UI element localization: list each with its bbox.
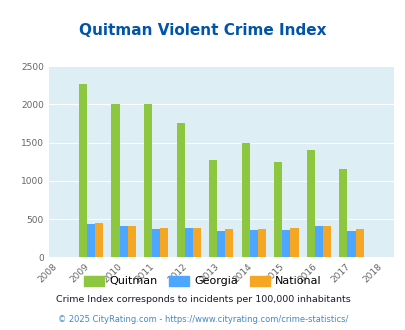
Bar [322,226,330,257]
Bar [176,123,184,257]
Bar [144,104,152,257]
Bar [241,143,249,257]
Bar [217,231,225,257]
Bar [290,228,298,257]
Bar [79,84,87,257]
Bar [306,150,314,257]
Text: © 2025 CityRating.com - https://www.cityrating.com/crime-statistics/: © 2025 CityRating.com - https://www.city… [58,315,347,324]
Bar [257,229,265,257]
Bar [273,162,281,257]
Bar [355,229,363,257]
Text: Quitman Violent Crime Index: Quitman Violent Crime Index [79,23,326,38]
Bar [160,228,168,257]
Bar [192,228,200,257]
Text: Crime Index corresponds to incidents per 100,000 inhabitants: Crime Index corresponds to incidents per… [55,295,350,304]
Bar [347,231,355,257]
Bar [184,228,192,257]
Bar [209,160,217,257]
Bar [152,229,160,257]
Bar [314,226,322,257]
Bar [127,226,136,257]
Legend: Quitman, Georgia, National: Quitman, Georgia, National [80,271,325,291]
Bar [119,226,127,257]
Bar [339,169,347,257]
Bar [111,104,119,257]
Bar [225,229,233,257]
Bar [281,230,290,257]
Bar [249,230,257,257]
Bar [87,224,95,257]
Bar [95,223,103,257]
